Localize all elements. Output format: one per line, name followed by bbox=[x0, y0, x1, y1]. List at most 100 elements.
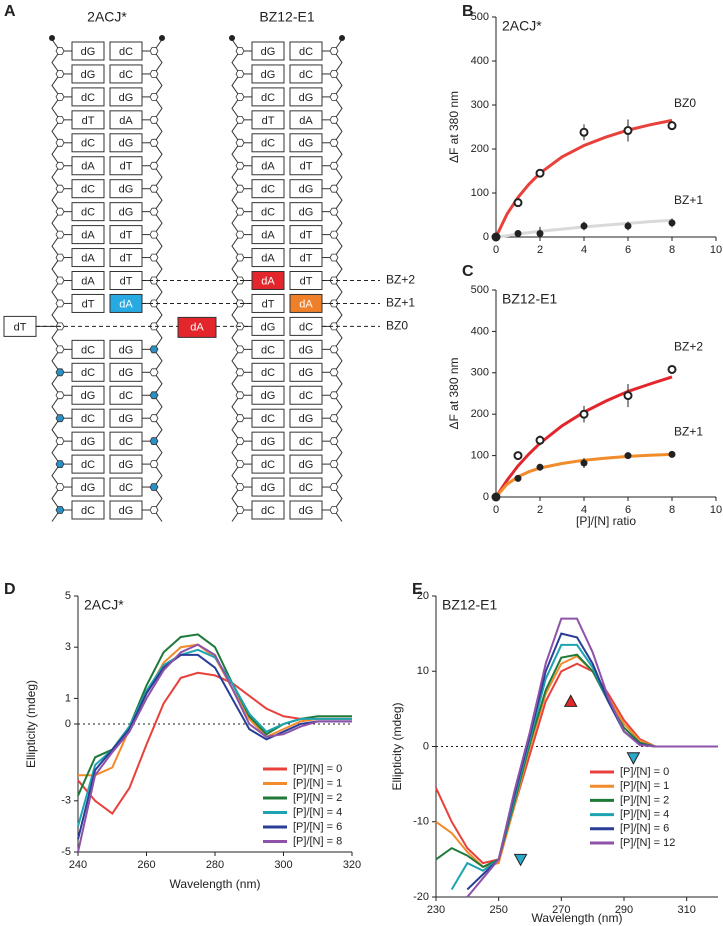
base-label: dC bbox=[81, 367, 95, 379]
base-label: dT bbox=[120, 275, 133, 287]
data-point bbox=[535, 168, 545, 178]
x-tick-label: 2 bbox=[537, 504, 543, 516]
backbone-node bbox=[149, 253, 159, 262]
base-label: dG bbox=[299, 505, 314, 517]
backbone-node bbox=[55, 345, 65, 354]
backbone-node bbox=[55, 460, 65, 469]
legend-label: [P]/[N] = 6 bbox=[620, 823, 669, 835]
backbone-node bbox=[235, 93, 245, 101]
base-box bbox=[289, 64, 323, 84]
base-box bbox=[251, 271, 285, 290]
backbone-node bbox=[329, 184, 339, 193]
base-label: dG bbox=[119, 138, 134, 150]
series-label: BZ0 bbox=[674, 96, 696, 110]
triangle-marker bbox=[513, 853, 528, 867]
series-label: BZ+1 bbox=[674, 193, 703, 207]
base-box bbox=[251, 339, 285, 359]
backbone-node bbox=[329, 138, 339, 147]
x-axis-label: Wavelength (nm) bbox=[170, 877, 261, 891]
base-box bbox=[251, 477, 285, 497]
base-label: dG bbox=[119, 505, 134, 517]
backbone-node bbox=[329, 345, 339, 354]
site-label: BZ+1 bbox=[386, 296, 415, 310]
base-label: dG bbox=[81, 436, 96, 448]
x-tick-label: 230 bbox=[427, 904, 445, 916]
base-box bbox=[71, 271, 105, 290]
backbone-node bbox=[329, 207, 339, 216]
backbone-node bbox=[149, 368, 159, 377]
backbone-node bbox=[149, 207, 159, 216]
backbone-node bbox=[149, 230, 159, 239]
x-axis-label: Wavelength (nm) bbox=[532, 911, 623, 925]
base-box bbox=[251, 385, 285, 405]
base-box bbox=[109, 156, 143, 176]
base-label: dT bbox=[300, 230, 313, 242]
base-box bbox=[109, 477, 143, 497]
backbone-node bbox=[235, 184, 245, 193]
base-box bbox=[109, 202, 143, 222]
base-box bbox=[109, 41, 143, 61]
backbone-node bbox=[149, 345, 159, 354]
base-box bbox=[109, 385, 143, 405]
legend-label: [P]/[N] = 0 bbox=[620, 766, 669, 778]
free-base: dA bbox=[190, 321, 204, 333]
base-box bbox=[251, 64, 285, 84]
backbone-end bbox=[339, 35, 345, 41]
base-label: dC bbox=[261, 184, 275, 196]
backbone-node bbox=[329, 437, 339, 446]
base-box bbox=[109, 133, 143, 153]
base-label: dC bbox=[299, 321, 313, 333]
site-label: BZ0 bbox=[386, 319, 408, 333]
backbone-node bbox=[55, 116, 65, 124]
data-point bbox=[668, 450, 676, 458]
base-box bbox=[109, 87, 143, 107]
data-point bbox=[624, 452, 632, 460]
y-tick-label: 500 bbox=[471, 284, 489, 296]
base-label: dG bbox=[119, 344, 134, 356]
backbone-node bbox=[329, 391, 339, 400]
backbone-node bbox=[149, 483, 159, 491]
base-box bbox=[251, 87, 285, 107]
base-box bbox=[251, 179, 285, 199]
base-label: dG bbox=[261, 436, 276, 448]
y-tick-label: 100 bbox=[471, 187, 489, 199]
y-axis-label: Ellipticity (mdeg) bbox=[390, 702, 404, 790]
backbone-node bbox=[235, 70, 245, 78]
base-box bbox=[71, 385, 105, 405]
x-tick-label: 280 bbox=[206, 859, 224, 871]
base-label: dT bbox=[120, 252, 133, 264]
base-label: dG bbox=[119, 92, 134, 104]
backbone-node bbox=[55, 368, 65, 377]
base-label: dA bbox=[81, 275, 95, 287]
base-label: dA bbox=[119, 115, 133, 127]
base-label: dG bbox=[299, 367, 314, 379]
base-box bbox=[251, 431, 285, 451]
base-box bbox=[251, 156, 285, 176]
panel-label: A bbox=[4, 3, 16, 20]
base-label: dT bbox=[120, 230, 133, 242]
x-tick-label: 320 bbox=[343, 859, 361, 871]
base-box bbox=[289, 500, 323, 520]
base-box bbox=[289, 408, 323, 428]
backbone-node bbox=[235, 345, 245, 354]
backbone-end bbox=[229, 35, 235, 41]
base-label: dC bbox=[81, 413, 95, 425]
x-tick-label: 10 bbox=[710, 244, 722, 256]
base-label: dG bbox=[81, 390, 96, 402]
base-box bbox=[289, 362, 323, 382]
base-box bbox=[289, 179, 323, 199]
base-box bbox=[289, 454, 323, 474]
base-label: dA bbox=[81, 161, 95, 173]
base-label: dC bbox=[299, 436, 313, 448]
data-point bbox=[513, 198, 523, 208]
base-label: dG bbox=[81, 46, 96, 58]
x-tick-label: 0 bbox=[493, 504, 499, 516]
base-label: dT bbox=[300, 252, 313, 264]
base-label: dG bbox=[299, 413, 314, 425]
base-label: dG bbox=[119, 459, 134, 471]
strand-title: 2ACJ* bbox=[87, 9, 127, 25]
backbone-node bbox=[149, 391, 159, 400]
backbone-node bbox=[329, 253, 339, 262]
base-label: dC bbox=[81, 138, 95, 150]
backbone-node bbox=[235, 368, 245, 377]
